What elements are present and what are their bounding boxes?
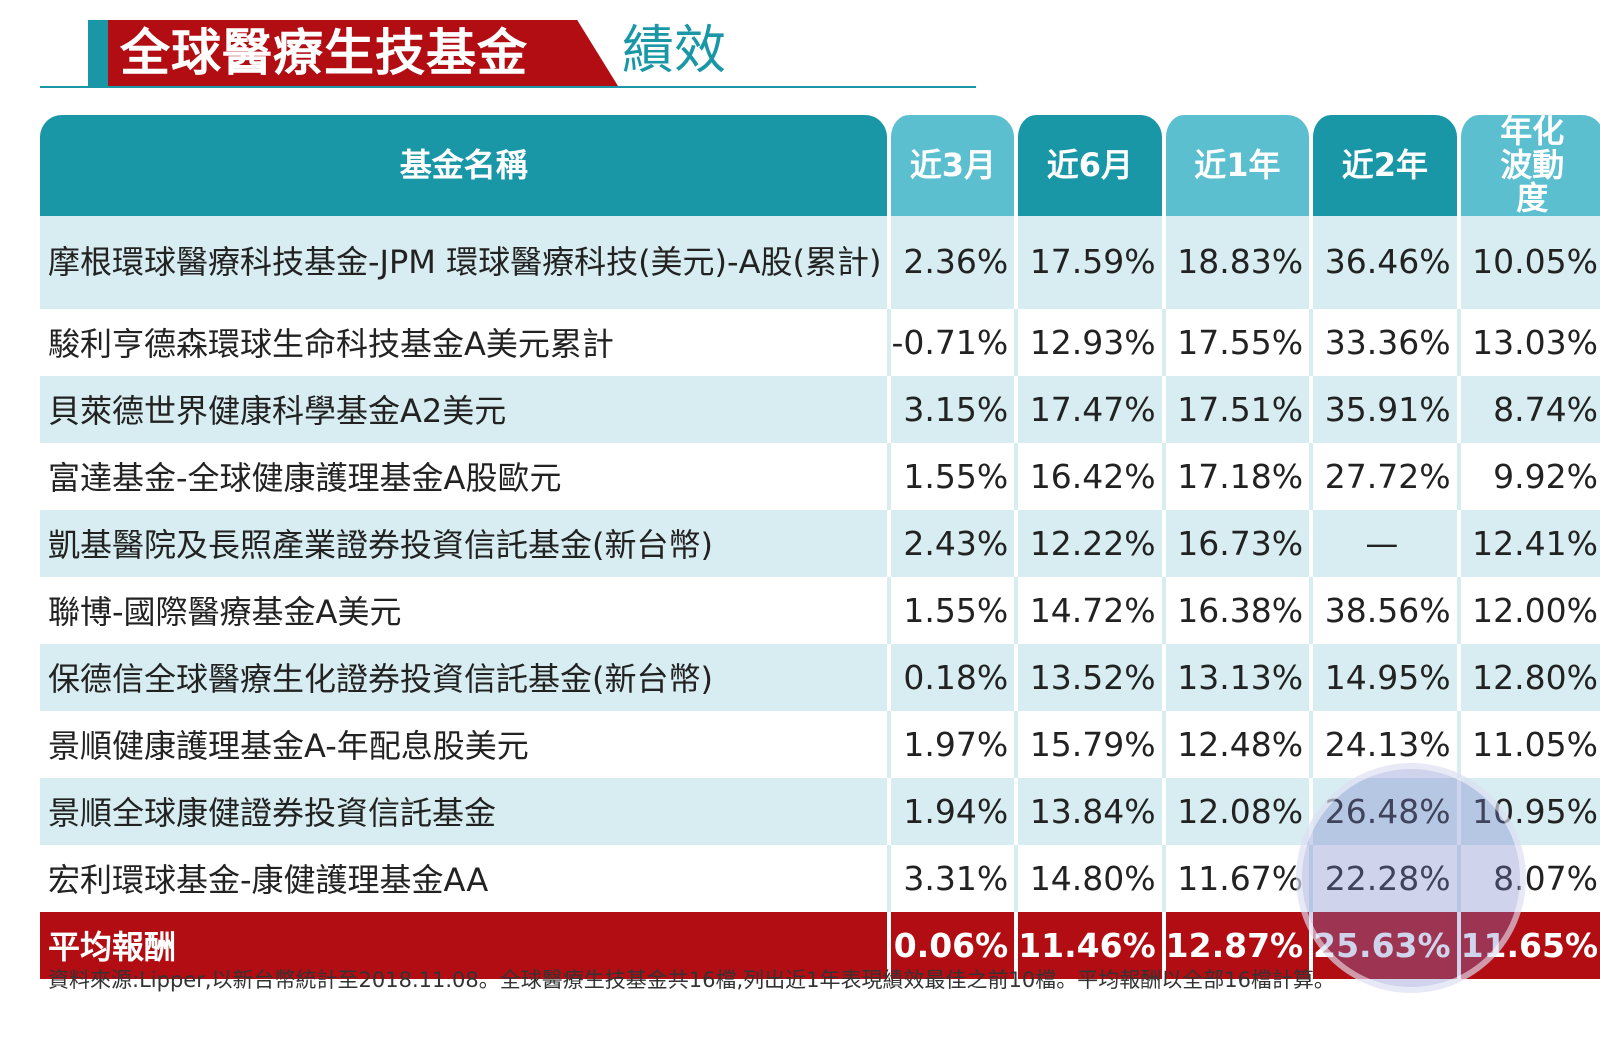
column-header-3m: 近3月	[887, 115, 1015, 216]
cell-y2: —	[1309, 509, 1457, 577]
table-row: 聯博-國際醫療基金A美元 1.55% 14.72% 16.38% 38.56% 12.00…	[40, 576, 1600, 644]
cell-y1: 12.08%	[1161, 777, 1310, 845]
column-header-2y: 近2年	[1309, 115, 1457, 216]
cell-y1: 17.55%	[1161, 308, 1310, 376]
table-row: 駿利亨德森環球生命科技基金A美元累計 -0.71% 12.93% 17.55% 33.3…	[40, 308, 1600, 376]
cell-name: 景順全球康健證券投資信託基金	[40, 777, 888, 845]
title-divider	[40, 86, 976, 88]
cell-y1: 16.73%	[1161, 509, 1310, 577]
cell-y2: 38.56%	[1309, 576, 1457, 644]
cell-name: 貝萊德世界健康科學基金A2美元	[40, 375, 888, 443]
cell-m3: 2.43%	[887, 509, 1015, 577]
cell-name: 保德信全球醫療生化證券投資信託基金(新台幣)	[40, 643, 888, 711]
cell-name: 平均報酬	[40, 911, 888, 979]
cell-name: 景順健康護理基金A-年配息股美元	[40, 710, 888, 778]
cell-vol: 12.41%	[1456, 509, 1600, 577]
cell-y1: 13.13%	[1161, 643, 1310, 711]
cell-vol: 10.05%	[1456, 215, 1600, 309]
cell-m3: 3.31%	[887, 844, 1015, 912]
table-row: 富達基金-全球健康護理基金A股歐元 1.55% 16.42% 17.18% 27.72%…	[40, 442, 1600, 510]
cell-y1: 18.83%	[1161, 215, 1310, 309]
cell-vol: 13.03%	[1456, 308, 1600, 376]
cell-name: 聯博-國際醫療基金A美元	[40, 576, 888, 644]
table-row: 摩根環球醫療科技基金-JPM 環球醫療科技(美元)-A股(累計) 2.36% 17.…	[40, 215, 1600, 309]
cell-y2: 14.95%	[1309, 643, 1457, 711]
table-row: 景順健康護理基金A-年配息股美元 1.97% 15.79% 12.48% 24.13% 1…	[40, 710, 1600, 778]
column-header-6m: 近6月	[1014, 115, 1162, 216]
cell-m6: 17.47%	[1014, 375, 1162, 443]
cell-m3: 1.97%	[887, 710, 1015, 778]
cell-vol: 12.00%	[1456, 576, 1600, 644]
cell-y1: 12.48%	[1161, 710, 1310, 778]
cell-y1: 17.51%	[1161, 375, 1310, 443]
cell-m3: 1.94%	[887, 777, 1015, 845]
cell-vol: 9.92%	[1456, 442, 1600, 510]
cell-y2: 36.46%	[1309, 215, 1457, 309]
cell-m3: -0.71%	[887, 308, 1015, 376]
cell-m6: 14.80%	[1014, 844, 1162, 912]
cell-name: 凱基醫院及長照產業證券投資信託基金(新台幣)	[40, 509, 888, 577]
page-subtitle: 績效	[622, 21, 727, 81]
cell-name: 富達基金-全球健康護理基金A股歐元	[40, 442, 888, 510]
cell-m6: 13.52%	[1014, 643, 1162, 711]
cell-y1: 12.87%	[1161, 911, 1310, 979]
column-header-volatility: 年化波動度	[1456, 114, 1600, 216]
cell-m6: 11.46%	[1014, 911, 1162, 979]
cell-m6: 12.22%	[1014, 509, 1162, 577]
column-header-1y: 近1年	[1161, 115, 1310, 216]
watermark-logo	[1296, 763, 1526, 993]
cell-vol: 12.80%	[1456, 643, 1600, 711]
cell-y1: 17.18%	[1161, 442, 1310, 510]
cell-y2: 35.91%	[1309, 375, 1457, 443]
cell-y1: 11.67%	[1161, 844, 1310, 912]
cell-vol: 11.05%	[1456, 710, 1600, 778]
cell-m3: 1.55%	[887, 442, 1015, 510]
column-header-name: 基金名稱	[40, 115, 888, 216]
cell-m6: 13.84%	[1014, 777, 1162, 845]
table-row: 保德信全球醫療生化證券投資信託基金(新台幣) 0.18% 13.52% 13.13% 1…	[40, 643, 1600, 711]
cell-m3: 3.15%	[887, 375, 1015, 443]
cell-m6: 14.72%	[1014, 576, 1162, 644]
cell-m6: 15.79%	[1014, 710, 1162, 778]
title-accent-bar	[88, 20, 108, 86]
cell-m6: 17.59%	[1014, 215, 1162, 309]
table-row: 景順全球康健證券投資信託基金 1.94% 13.84% 12.08% 26.48% 10.…	[40, 777, 1600, 845]
cell-m3: 0.18%	[887, 643, 1015, 711]
cell-y2: 27.72%	[1309, 442, 1457, 510]
cell-m6: 12.93%	[1014, 308, 1162, 376]
cell-name: 宏利環球基金-康健護理基金AA	[40, 844, 888, 912]
table-header-row: 基金名稱 近3月 近6月 近1年 近2年 年化波動度	[40, 114, 1600, 216]
cell-m3: 0.06%	[887, 911, 1015, 979]
cell-vol: 8.74%	[1456, 375, 1600, 443]
cell-y1: 16.38%	[1161, 576, 1310, 644]
cell-y2: 33.36%	[1309, 308, 1457, 376]
footnote: 資料來源:Lipper,以新台幣統計至2018.11.08。全球醫療生技基金共1…	[48, 968, 1335, 992]
cell-name: 駿利亨德森環球生命科技基金A美元累計	[40, 308, 888, 376]
table-row: 貝萊德世界健康科學基金A2美元 3.15% 17.47% 17.51% 35.91% 8.…	[40, 375, 1600, 443]
cell-m6: 16.42%	[1014, 442, 1162, 510]
cell-m3: 1.55%	[887, 576, 1015, 644]
cell-m3: 2.36%	[887, 215, 1015, 309]
page-title: 全球醫療生技基金	[108, 20, 618, 86]
table-row: 凱基醫院及長照產業證券投資信託基金(新台幣) 2.43% 12.22% 16.73% —…	[40, 509, 1600, 577]
cell-name: 摩根環球醫療科技基金-JPM 環球醫療科技(美元)-A股(累計)	[40, 215, 888, 309]
